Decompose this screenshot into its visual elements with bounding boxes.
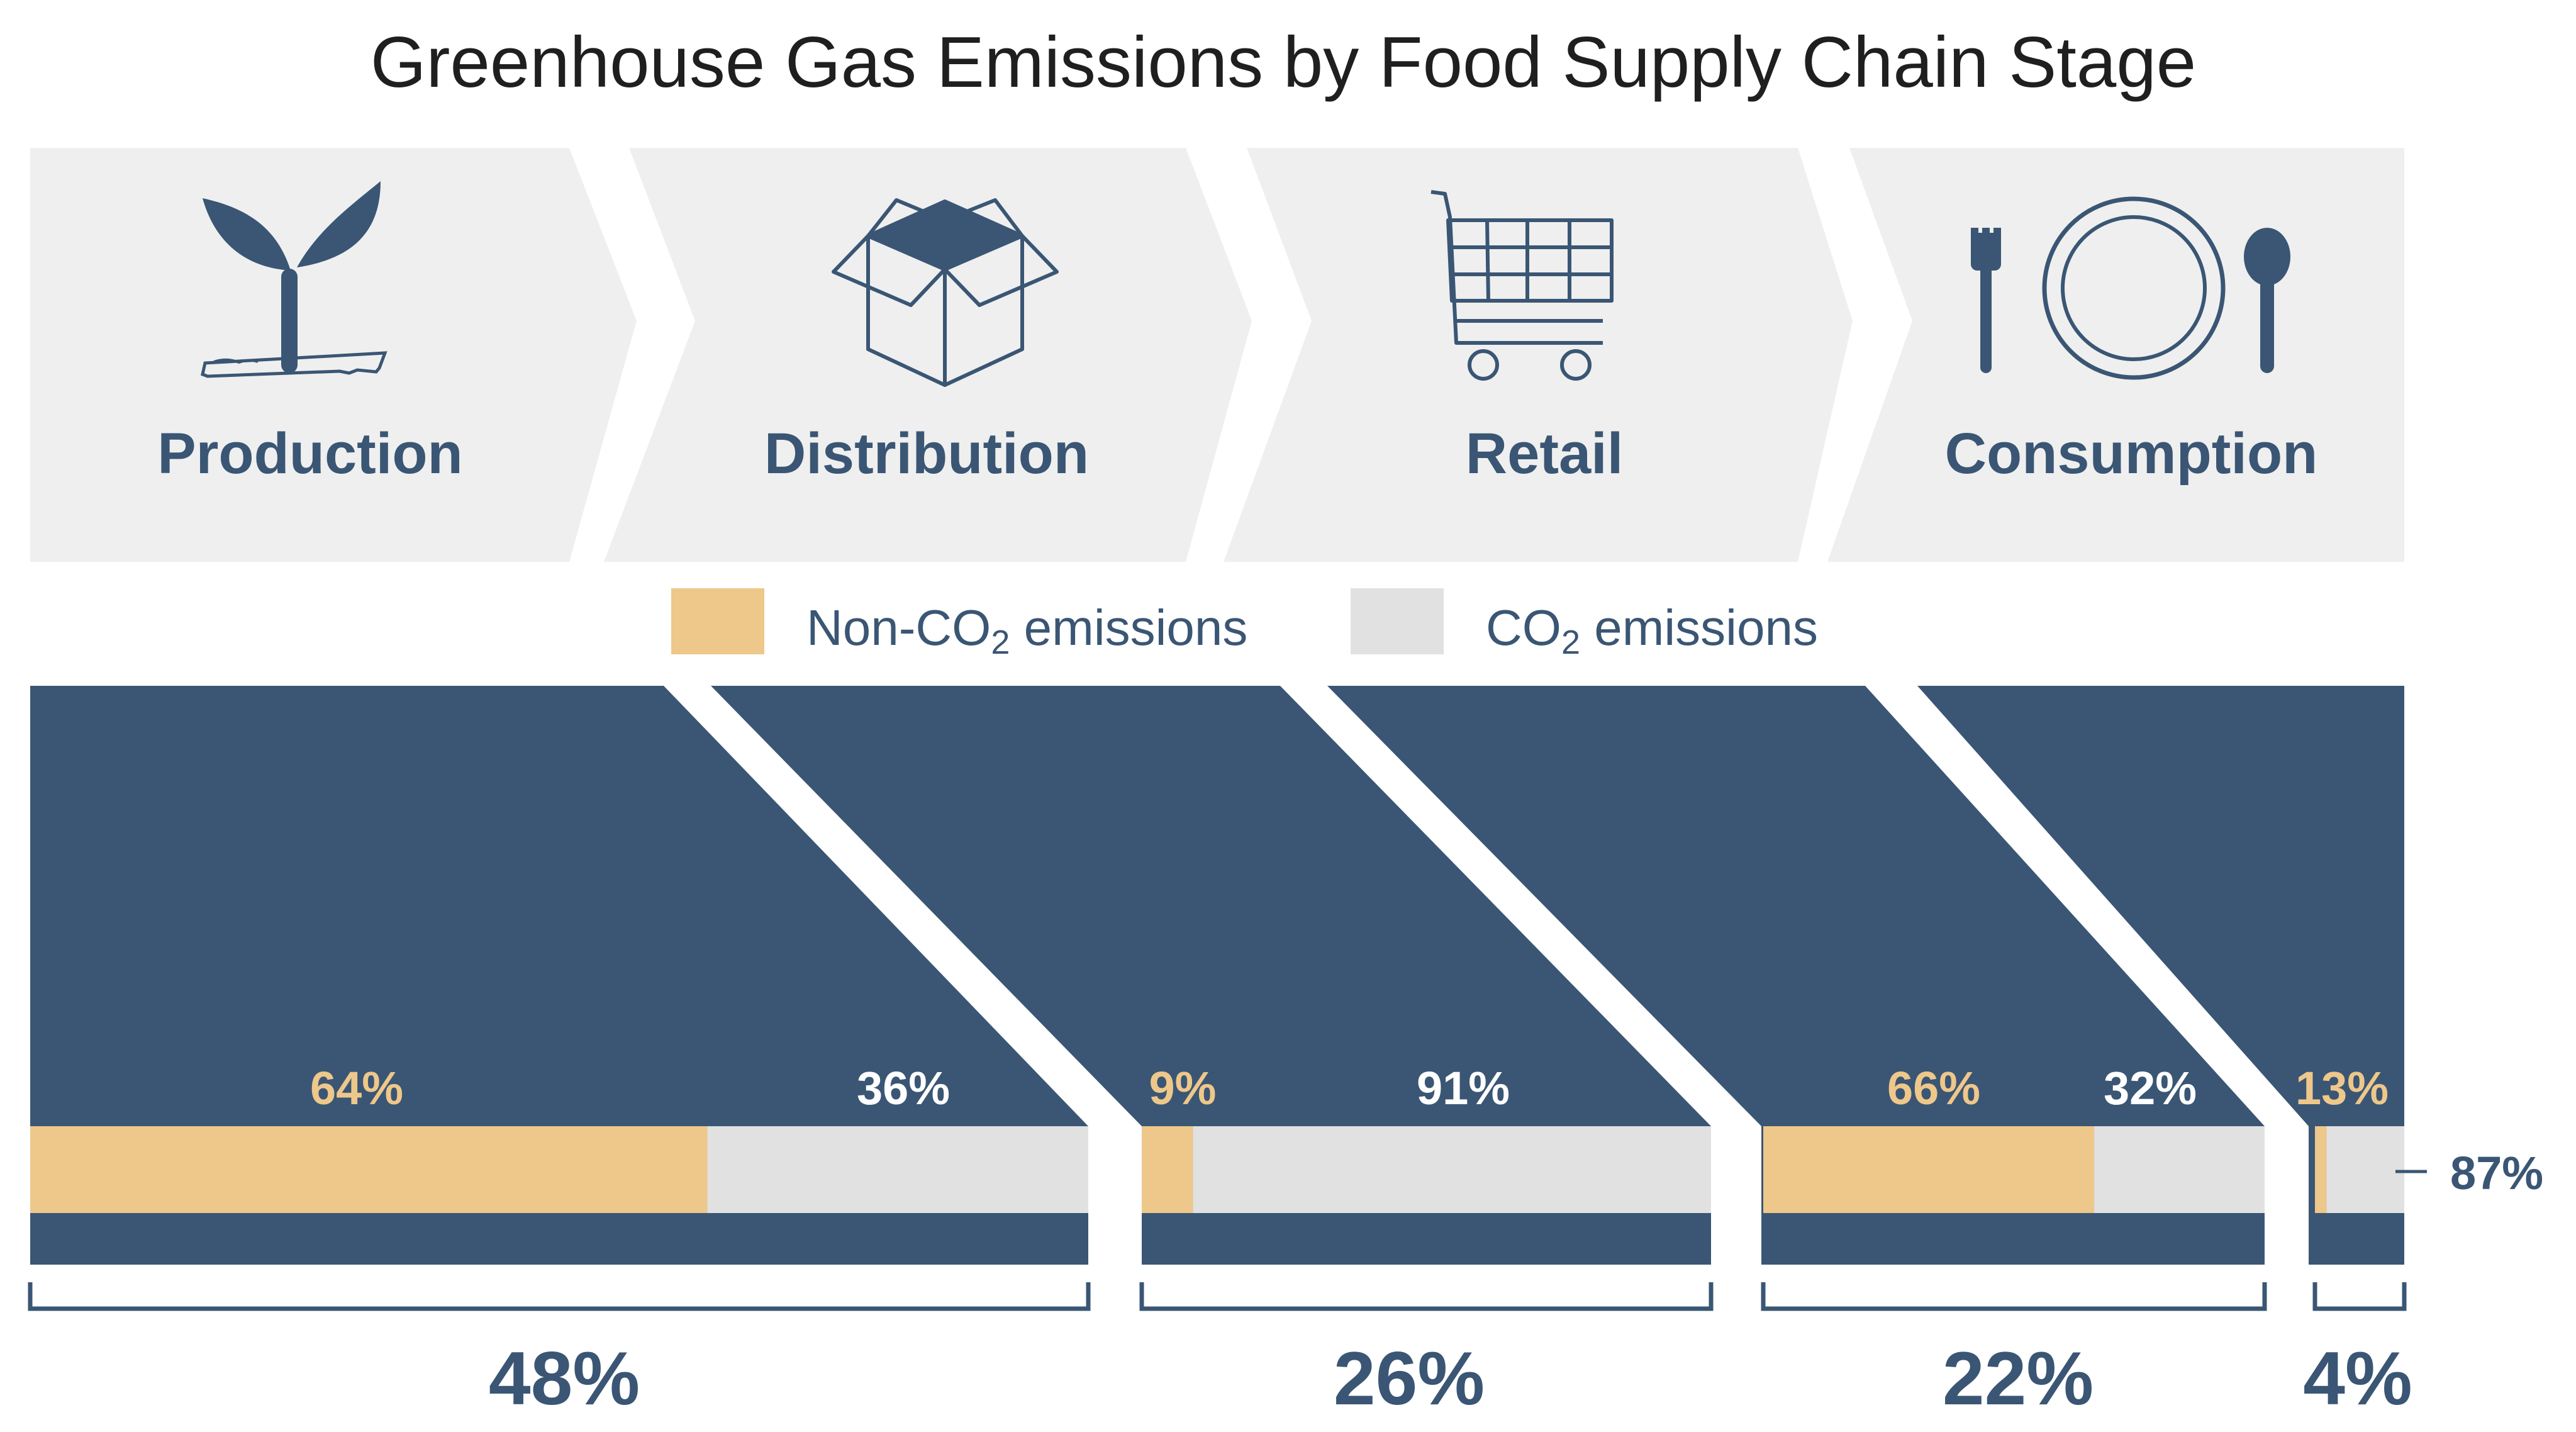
share-production: 48% — [489, 1336, 640, 1421]
bar-retail-co2 — [2094, 1126, 2265, 1213]
stage-label-distribution: Distribution — [764, 422, 1089, 486]
chart-title: Greenhouse Gas Emissions by Food Supply … — [371, 23, 2196, 103]
bracket-consumption — [2312, 1282, 2407, 1311]
chevron-consumption — [1827, 148, 2404, 562]
box-icon — [832, 198, 1059, 387]
stacked-bars — [30, 1126, 2404, 1213]
bar-distribution-co2 — [1193, 1126, 1711, 1213]
plate-cutlery-icon — [1971, 196, 2290, 380]
stage-block-distribution — [711, 686, 1711, 1265]
label-production-co2: 36% — [857, 1062, 950, 1114]
bar-production-non-co2 — [30, 1126, 708, 1213]
chevron-distribution — [604, 148, 1252, 562]
share-retail: 22% — [1943, 1336, 2094, 1421]
stage-block-consumption — [1917, 686, 2404, 1265]
stage-block-retail — [1327, 686, 2265, 1265]
label-consumption-co2: 87% — [2450, 1147, 2543, 1199]
label-retail-non-co2: 66% — [1887, 1062, 1980, 1114]
legend-swatch-co2 — [1351, 588, 1444, 654]
seedling-icon — [201, 181, 388, 378]
bracket-distribution — [1139, 1282, 1714, 1311]
shopping-cart-icon — [1430, 190, 1614, 381]
bar-distribution-non-co2 — [1142, 1126, 1193, 1213]
bracket-production — [28, 1282, 1091, 1311]
share-distribution: 26% — [1334, 1336, 1485, 1421]
label-retail-co2: 32% — [2104, 1062, 2197, 1114]
legend-label-co2: CO2 emissions — [1486, 600, 1818, 661]
chevron-retail — [1224, 148, 1853, 562]
bar-production-co2 — [707, 1126, 1088, 1213]
stage-label-production: Production — [157, 422, 463, 486]
label-distribution-co2: 91% — [1417, 1062, 1510, 1114]
stage-label-consumption: Consumption — [1945, 422, 2318, 486]
bar-consumption-non-co2 — [2315, 1126, 2327, 1213]
bar-consumption-co2 — [2326, 1126, 2404, 1213]
label-distribution-non-co2: 9% — [1149, 1062, 1217, 1114]
stage-label-retail: Retail — [1466, 422, 1624, 486]
share-consumption: 4% — [2303, 1336, 2412, 1421]
bar-retail-non-co2 — [1763, 1126, 2095, 1213]
label-consumption-non-co2: 13% — [2295, 1062, 2389, 1114]
legend-swatch-non-co2 — [671, 588, 764, 654]
stage-block-production — [30, 686, 1088, 1265]
legend-label-non-co2: Non-CO2 emissions — [806, 600, 1247, 661]
bracket-retail — [1761, 1282, 2267, 1311]
label-production-non-co2: 64% — [310, 1062, 403, 1114]
